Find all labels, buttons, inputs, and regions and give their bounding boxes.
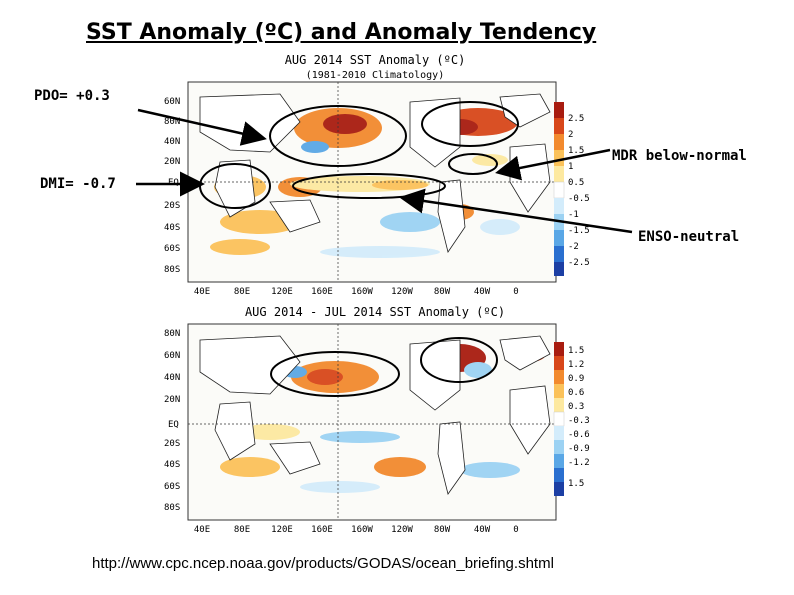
colorbar-label: 1.5	[568, 346, 584, 356]
colorbar-label: 1.5	[568, 146, 584, 156]
land-masses	[199, 335, 551, 495]
lat-label: 20N	[164, 157, 180, 167]
lon-label: 80W	[434, 525, 451, 535]
colorbar-label: -0.9	[568, 444, 590, 454]
colorbar-label: 0.3	[568, 402, 584, 412]
dmi-label: DMI= -0.7	[40, 176, 116, 192]
lon-label: 120W	[391, 525, 413, 535]
sst-tendency-map: AUG 2014 - JUL 2014 SST Anomaly (ºC) 80N…	[164, 305, 590, 535]
map-subtitle: (1981-2010 Climatology)	[306, 70, 444, 81]
colorbar-label: 0.9	[568, 374, 584, 384]
lat-label: 60N	[164, 351, 180, 361]
anomaly-patches	[220, 344, 546, 493]
lon-label: 120E	[271, 287, 293, 297]
lat-label: 60S	[164, 244, 180, 254]
enso-arrow	[399, 188, 633, 234]
pacific-circle	[270, 351, 400, 397]
lat-label: 80S	[164, 503, 180, 513]
colorbar-label: -0.5	[568, 194, 590, 204]
lat-label: 40S	[164, 460, 180, 470]
lat-label: EQ	[168, 420, 179, 430]
colorbar	[553, 342, 565, 496]
colorbar-label: -2	[568, 242, 579, 252]
colorbar-label: -1.2	[568, 458, 590, 468]
anomaly-patches	[206, 101, 520, 258]
pdo-circle	[269, 105, 407, 167]
colorbar-label: 0.5	[568, 178, 584, 188]
lon-label: 160E	[311, 287, 333, 297]
lon-label: 120E	[271, 525, 293, 535]
lon-label: 160W	[351, 287, 373, 297]
colorbar-label: 2.5	[568, 114, 584, 124]
colorbar-label: 2	[568, 130, 573, 140]
lon-label: 160W	[351, 525, 373, 535]
pdo-label: PDO= +0.3	[34, 88, 110, 104]
lat-label: 20S	[164, 439, 180, 449]
lat-label: 80N	[164, 329, 180, 339]
lon-label: 0	[513, 525, 518, 535]
lat-label: 60N	[164, 97, 180, 107]
lon-label: 160E	[311, 525, 333, 535]
enso-circle	[292, 173, 446, 199]
lon-label: 80E	[234, 525, 250, 535]
lon-label: 40E	[194, 525, 210, 535]
atlantic-circle	[420, 337, 498, 383]
pdo-arrow	[137, 108, 267, 146]
lat-label: 60S	[164, 482, 180, 492]
lon-label: 0	[513, 287, 518, 297]
lat-label: 40S	[164, 223, 180, 233]
colorbar-label: 1.5	[568, 479, 584, 489]
lat-label: 80S	[164, 265, 180, 275]
colorbar-label: -1.5	[568, 226, 590, 236]
map-title: AUG 2014 SST Anomaly (ºC)	[285, 53, 466, 67]
enso-label: ENSO-neutral	[638, 229, 740, 245]
mdr-arrow	[495, 148, 611, 181]
atlantic-circle	[421, 101, 519, 147]
colorbar-label: 1.2	[568, 360, 584, 370]
lon-label: 40E	[194, 287, 210, 297]
lat-label: 40N	[164, 373, 180, 383]
lon-label: 120W	[391, 287, 413, 297]
map-title: AUG 2014 - JUL 2014 SST Anomaly (ºC)	[245, 305, 505, 319]
colorbar-label: -0.6	[568, 430, 590, 440]
colorbar-label: 0.6	[568, 388, 584, 398]
source-url[interactable]: http://www.cpc.ncep.noaa.gov/products/GO…	[92, 555, 554, 572]
slide-title: SST Anomaly (ºC) and Anomaly Tendency	[86, 20, 597, 45]
lon-label: 40W	[474, 525, 491, 535]
lon-label: 80E	[234, 287, 250, 297]
lon-label: 40W	[474, 287, 491, 297]
lat-label: 20N	[164, 395, 180, 405]
colorbar-label: -2.5	[568, 258, 590, 268]
colorbar-label: -0.3	[568, 416, 590, 426]
lon-label: 80W	[434, 287, 451, 297]
lat-label: 80N	[164, 117, 180, 127]
colorbar-label: -1	[568, 210, 579, 220]
lat-label: 20S	[164, 201, 180, 211]
colorbar-label: 1	[568, 162, 573, 172]
lat-label: 40N	[164, 137, 180, 147]
mdr-label: MDR below-normal	[612, 148, 747, 164]
